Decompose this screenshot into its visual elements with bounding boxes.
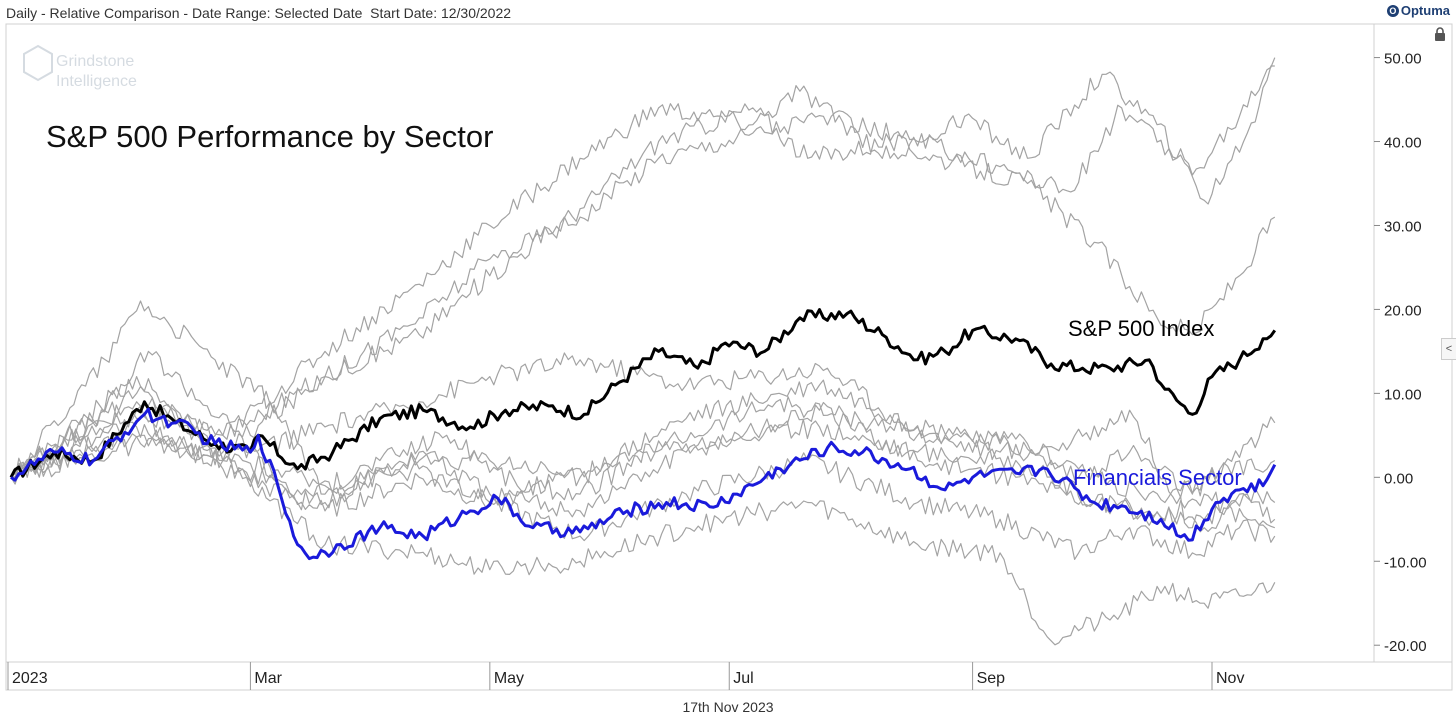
x-tick-label: May [494,670,524,687]
watermark-line2: Intelligence [56,73,137,90]
y-tick-label: 40.00 [1384,135,1422,152]
sector-line [10,350,1276,511]
x-tick-label: 2023 [12,670,48,687]
sector-line [10,103,1276,479]
x-tick-label: Sep [977,670,1006,687]
sp500-annotation: S&P 500 Index [1068,316,1214,341]
x-tick-label: Mar [254,670,282,687]
chevron-left-icon[interactable]: < [1441,338,1456,360]
highlight-lines [9,308,1277,561]
y-tick-label: 20.00 [1384,302,1422,319]
x-tick-label: Jul [733,670,753,687]
y-tick-label: -20.00 [1384,638,1427,655]
y-tick-label: 10.00 [1384,386,1422,403]
optuma-icon: O [1386,4,1399,17]
y-tick-label: -10.00 [1384,554,1427,571]
sector-line [10,300,1276,500]
hexagon-icon [23,44,53,82]
y-tick-label: 30.00 [1384,218,1422,235]
financials-annotation: Financials Sector [1073,465,1242,490]
watermark-logo: Grindstone Intelligence [23,44,137,90]
y-axis: 50.00 40.00 30.00 20.00 10.00 0.00 -10.00 -20.0… [1374,51,1427,655]
brand-name: Optuma [1400,3,1450,18]
lock-icon[interactable] [1432,26,1448,42]
x-axis: 2023 Mar May Jul Sep Nov [7,662,1244,690]
chart-title: S&P 500 Performance by Sector [46,119,493,154]
y-tick-label: 0.00 [1384,470,1413,487]
y-tick-label: 50.00 [1384,51,1422,68]
header-bar: Daily - Relative Comparison - Date Range… [0,0,1456,24]
footer-date: 17th Nov 2023 [682,699,774,715]
brand-logo: O Optuma [1386,3,1450,18]
sector-line [10,57,1276,478]
sector-lines [10,57,1276,646]
x-tick-label: Nov [1216,670,1244,687]
watermark-line1: Grindstone [56,53,134,70]
chart-settings-text: Daily - Relative Comparison - Date Range… [6,5,512,21]
financials-line [10,407,1277,561]
